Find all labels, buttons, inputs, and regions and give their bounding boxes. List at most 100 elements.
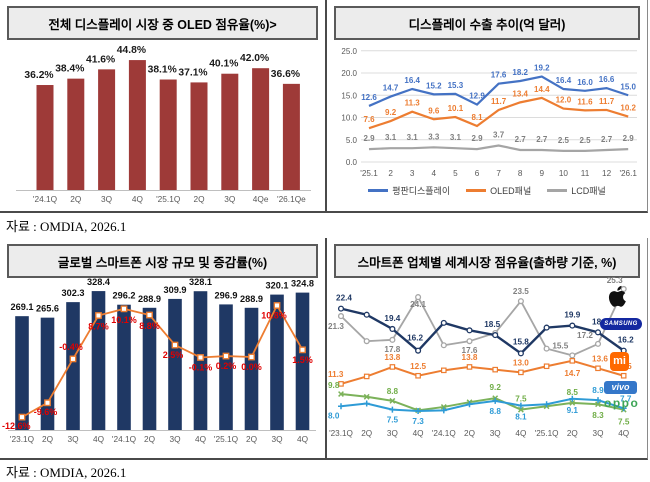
flat-panel-line-swatch (368, 189, 389, 192)
vendor-share-chart-title: 스마트폰 업체별 세계시장 점유율(출하량 기준, %) (334, 244, 640, 278)
svg-text:6: 6 (475, 169, 480, 178)
svg-text:2Q: 2Q (42, 434, 54, 444)
svg-text:15.2: 15.2 (426, 81, 442, 90)
svg-text:2.9: 2.9 (471, 134, 483, 143)
panel-display-export: 디스플레이 수출 추이(억 달러) 25.0 20.0 15.0 10.0 5.0 0.0… (327, 0, 647, 211)
svg-text:11.7: 11.7 (599, 97, 615, 106)
svg-text:8.3: 8.3 (592, 411, 604, 420)
svg-text:13.0: 13.0 (513, 358, 529, 367)
svg-text:7.5: 7.5 (618, 418, 630, 427)
svg-text:4Q: 4Q (195, 434, 207, 444)
svg-text:9: 9 (540, 169, 545, 178)
svg-text:25.0: 25.0 (341, 47, 357, 56)
svg-text:3.1: 3.1 (407, 133, 419, 142)
svg-text:3Q: 3Q (101, 194, 113, 204)
panel-oled-share: 전체 디스플레이 시장 중 OLED 점유율(%)> 36.2% '24.1Q 38… (0, 0, 327, 211)
svg-text:17.6: 17.6 (462, 346, 478, 355)
legend-item-flat-panel: 평판디스플레이 (368, 184, 450, 197)
svg-text:20.0: 20.0 (341, 69, 357, 78)
svg-text:41.6%: 41.6% (86, 54, 115, 65)
svg-text:18.5: 18.5 (484, 320, 500, 329)
svg-text:2Q: 2Q (193, 194, 205, 204)
svg-text:-9.6%: -9.6% (34, 407, 58, 417)
svg-text:3Q: 3Q (387, 429, 398, 438)
oled-panel-line-swatch (466, 189, 487, 192)
svg-text:42.0%: 42.0% (240, 53, 269, 64)
svg-text:12.0: 12.0 (556, 96, 572, 105)
svg-text:8.1: 8.1 (471, 113, 483, 122)
svg-text:10.0: 10.0 (341, 114, 357, 123)
svg-text:17.2: 17.2 (577, 331, 593, 340)
svg-text:5: 5 (453, 169, 458, 178)
svg-text:9.2: 9.2 (385, 108, 397, 117)
svg-text:9.2: 9.2 (490, 383, 502, 392)
svg-text:3.3: 3.3 (428, 132, 440, 141)
svg-text:4Q: 4Q (132, 194, 144, 204)
svg-text:7.3: 7.3 (412, 417, 424, 426)
svg-text:4Q: 4Q (618, 429, 629, 438)
svg-text:3.7: 3.7 (493, 131, 505, 140)
svg-text:2.9: 2.9 (623, 134, 635, 143)
svg-text:8.1: 8.1 (515, 413, 527, 422)
display-export-chart-title: 디스플레이 수출 추이(억 달러) (334, 6, 640, 40)
panel-smartphone-market: 글로벌 스마트폰 시장 규모 및 증감률(%) 269.1 '23.1Q 265.6… (0, 238, 327, 458)
svg-text:'24.1Q: '24.1Q (112, 434, 137, 444)
svg-text:23.5: 23.5 (513, 287, 529, 296)
svg-text:265.6: 265.6 (36, 304, 59, 314)
legend-item-lcd-panel: LCD패널 (547, 184, 606, 197)
svg-text:22.4: 22.4 (336, 294, 352, 303)
svg-text:7: 7 (496, 169, 501, 178)
svg-text:3Q: 3Q (490, 429, 501, 438)
svg-text:15.3: 15.3 (448, 81, 464, 90)
svg-text:7.5: 7.5 (515, 395, 527, 404)
svg-text:2Q: 2Q (361, 429, 372, 438)
svg-text:3Q: 3Q (169, 434, 181, 444)
svg-text:2.7: 2.7 (536, 135, 548, 144)
svg-text:11.7: 11.7 (491, 97, 507, 106)
svg-text:14.7: 14.7 (383, 84, 399, 93)
svg-text:288.9: 288.9 (240, 294, 263, 304)
svg-text:4: 4 (432, 169, 437, 178)
svg-text:3Q: 3Q (593, 429, 604, 438)
svg-text:309.9: 309.9 (164, 285, 187, 295)
svg-text:16.4: 16.4 (556, 76, 572, 85)
svg-text:16.6: 16.6 (599, 75, 615, 84)
svg-text:16.0: 16.0 (577, 78, 593, 87)
svg-text:3.1: 3.1 (385, 133, 397, 142)
oppo-logo-icon: oppo (604, 396, 640, 410)
svg-text:12.5: 12.5 (410, 362, 426, 371)
samsung-logo-icon: SAMSUNG (600, 318, 642, 330)
svg-text:8: 8 (518, 169, 523, 178)
legend-label: 평판디스플레이 (392, 186, 451, 196)
svg-text:'25.1Q: '25.1Q (156, 194, 181, 204)
display-export-legend: 평판디스플레이 OLED패널 LCD패널 (327, 184, 647, 197)
svg-text:12.6: 12.6 (361, 93, 377, 102)
svg-text:8.8: 8.8 (387, 387, 399, 396)
svg-text:7.6: 7.6 (363, 115, 375, 124)
svg-text:10: 10 (559, 169, 569, 178)
svg-text:4Q: 4Q (515, 429, 526, 438)
svg-text:15.5: 15.5 (552, 341, 568, 350)
xiaomi-logo-icon: mi (610, 352, 629, 371)
svg-text:2Q: 2Q (70, 194, 82, 204)
bottom-row: 글로벌 스마트폰 시장 규모 및 증감률(%) 269.1 '23.1Q 265.6… (0, 238, 648, 460)
svg-text:10.8%: 10.8% (261, 310, 287, 320)
svg-text:12.9: 12.9 (469, 92, 485, 101)
svg-text:'26.1Qe: '26.1Qe (277, 194, 306, 204)
svg-text:38.1%: 38.1% (148, 65, 177, 76)
svg-text:10.1%: 10.1% (111, 315, 137, 325)
legend-label: OLED패널 (490, 186, 532, 196)
svg-text:2Q: 2Q (144, 434, 156, 444)
svg-text:3: 3 (410, 169, 415, 178)
svg-text:2Q: 2Q (567, 429, 578, 438)
svg-text:16.2: 16.2 (407, 334, 423, 343)
svg-text:-0.4%: -0.4% (59, 342, 83, 352)
svg-text:14.7: 14.7 (564, 369, 580, 378)
svg-text:40.1%: 40.1% (209, 59, 238, 70)
svg-text:328.1: 328.1 (189, 277, 212, 287)
svg-text:17.6: 17.6 (491, 71, 507, 80)
svg-text:'24.1Q: '24.1Q (33, 194, 58, 204)
svg-text:5.0: 5.0 (346, 136, 358, 145)
svg-text:3.1: 3.1 (450, 133, 462, 142)
